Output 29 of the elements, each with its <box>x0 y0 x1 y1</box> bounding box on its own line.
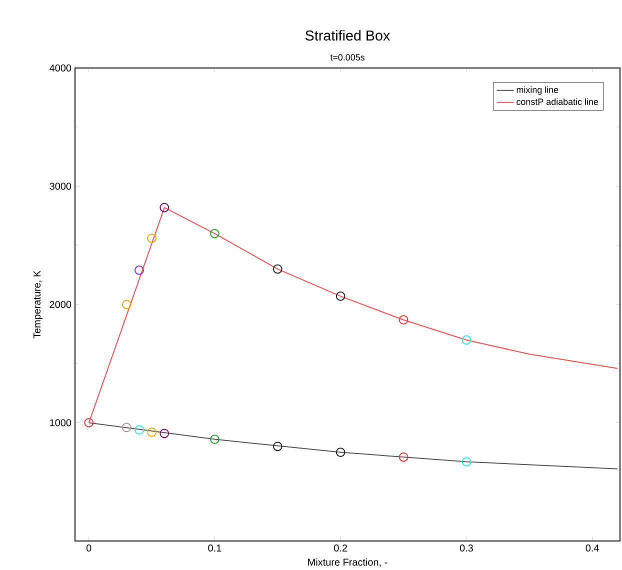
x-tick-label: 0.3 <box>460 544 473 552</box>
y-tick-label: 4000 <box>50 64 72 72</box>
chart-title: Stratified Box <box>306 30 390 41</box>
point <box>84 418 94 428</box>
point <box>160 202 170 212</box>
point <box>160 428 170 438</box>
y-tick-label: 3000 <box>50 182 72 190</box>
y-tick-label: 2000 <box>50 300 72 308</box>
y-tick-label: 1000 <box>50 419 72 426</box>
line-series <box>88 422 618 470</box>
chart-subtitle: t=0.005s <box>330 54 364 60</box>
x-tick-label: 0.1 <box>208 544 222 552</box>
line-series <box>88 206 618 424</box>
point <box>122 300 132 310</box>
legend-label: constP adiabatic line <box>516 98 598 105</box>
point <box>147 233 156 243</box>
point <box>462 456 472 466</box>
x-axis-title: Mixture Fraction, - <box>308 558 388 567</box>
x-tick-label: 0.2 <box>334 544 348 552</box>
y-axis-title: Temperature, K <box>34 270 42 338</box>
point <box>210 434 220 444</box>
x-tick-label: 0 <box>86 544 92 552</box>
point <box>122 422 132 432</box>
point <box>398 452 408 462</box>
legend-label: mixing line <box>516 86 558 95</box>
x-tick-label: 0.4 <box>586 544 599 552</box>
point <box>134 265 144 275</box>
point <box>134 425 144 434</box>
point <box>210 228 220 238</box>
